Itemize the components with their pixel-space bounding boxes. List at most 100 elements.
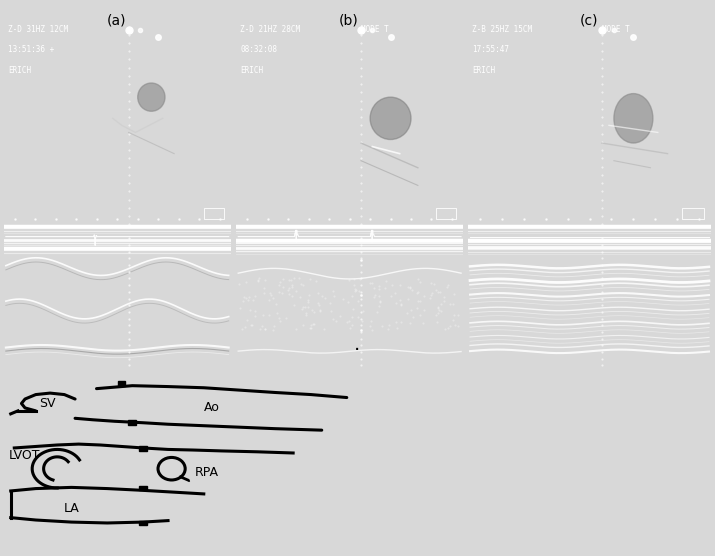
Point <box>296 305 307 314</box>
Point <box>424 294 435 302</box>
Point <box>395 295 406 304</box>
Text: ERICH: ERICH <box>240 66 264 75</box>
Text: MODE T: MODE T <box>361 25 389 34</box>
Point <box>387 281 398 290</box>
Point <box>413 287 424 296</box>
Point <box>390 317 402 326</box>
Point <box>380 276 392 285</box>
Point <box>282 286 293 295</box>
Text: (c): (c) <box>580 14 598 28</box>
Text: Z-D 21HZ 28CM: Z-D 21HZ 28CM <box>240 25 300 34</box>
Point <box>444 321 455 330</box>
Point <box>319 293 330 302</box>
Point <box>385 291 396 300</box>
Point <box>249 291 260 300</box>
Point <box>348 275 360 284</box>
Point <box>373 285 385 294</box>
Point <box>349 285 360 294</box>
Point <box>315 305 326 314</box>
Point <box>305 324 316 332</box>
Point <box>418 291 430 300</box>
Point <box>390 299 401 307</box>
Point <box>308 320 320 329</box>
Point <box>356 316 368 325</box>
Text: Z-D 31HZ 12CM: Z-D 31HZ 12CM <box>8 25 68 34</box>
Point <box>274 281 285 290</box>
Point <box>440 324 451 333</box>
Point <box>290 325 302 334</box>
Polygon shape <box>139 520 147 525</box>
Point <box>415 311 426 320</box>
Point <box>300 311 312 320</box>
Point <box>243 292 255 301</box>
Point <box>368 292 380 301</box>
Point <box>259 324 270 333</box>
Point <box>402 282 413 291</box>
Point <box>405 283 416 292</box>
Point <box>366 317 378 326</box>
Point <box>369 291 380 300</box>
Point <box>287 292 298 301</box>
Point <box>350 286 362 295</box>
Polygon shape <box>139 485 147 490</box>
Point <box>244 306 255 315</box>
Point <box>391 324 403 332</box>
Point <box>395 299 406 308</box>
Point <box>366 278 378 287</box>
Bar <box>682 208 704 219</box>
Point <box>245 320 257 329</box>
Point <box>247 295 258 304</box>
Point <box>327 314 339 323</box>
Point <box>365 279 376 287</box>
Point <box>295 279 307 288</box>
Text: Ao: Ao <box>204 401 220 414</box>
Point <box>236 325 247 334</box>
Point <box>242 296 254 305</box>
Point <box>364 322 375 331</box>
Point <box>452 322 463 331</box>
Point <box>345 323 356 332</box>
Text: (a): (a) <box>107 14 127 28</box>
Point <box>430 311 442 320</box>
Point <box>314 306 325 315</box>
Point <box>280 314 291 322</box>
Text: LA: LA <box>64 502 79 515</box>
Point <box>249 307 260 316</box>
Point <box>238 292 250 301</box>
Ellipse shape <box>138 83 165 111</box>
Point <box>283 275 295 284</box>
Text: Z-B 25HZ 15CM: Z-B 25HZ 15CM <box>473 25 533 34</box>
Point <box>375 297 386 306</box>
Point <box>260 325 271 334</box>
Point <box>253 273 265 282</box>
Point <box>342 275 354 284</box>
Point <box>327 287 339 296</box>
Point <box>441 282 453 291</box>
Point <box>353 286 365 295</box>
Point <box>435 287 446 296</box>
Point <box>448 289 460 298</box>
Point <box>447 300 458 309</box>
Point <box>302 303 313 312</box>
Point <box>428 279 440 288</box>
Point <box>303 291 315 300</box>
Point <box>438 292 450 301</box>
Point <box>264 296 275 305</box>
Point <box>240 323 251 332</box>
Point <box>325 307 337 316</box>
Point <box>300 302 311 311</box>
Point <box>430 286 442 295</box>
Point <box>305 321 317 330</box>
Point <box>290 287 302 296</box>
Point <box>408 313 419 322</box>
Point <box>435 306 447 315</box>
Text: (b): (b) <box>339 14 359 28</box>
Point <box>242 315 253 324</box>
Polygon shape <box>129 420 137 425</box>
Text: MODE T: MODE T <box>602 25 629 34</box>
Point <box>413 296 424 305</box>
Point <box>287 283 298 292</box>
Point <box>267 325 279 334</box>
Point <box>302 297 314 306</box>
Point <box>444 300 455 309</box>
